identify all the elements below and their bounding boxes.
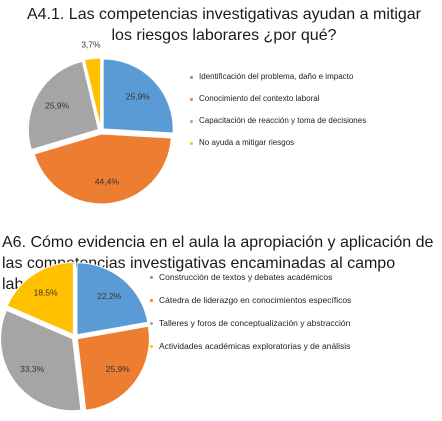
chart-1-pie: 25,9% 44,4% 25,9% 3,7% (27, 40, 174, 205)
chart-1-title: A4.1. Las competencias investigativas ay… (14, 4, 434, 46)
legend-label: Identificación del problema, daño e impa… (199, 72, 354, 81)
chart-2-legend: Construcción de textos y debates académi… (150, 272, 435, 364)
legend-label: Conocimiento del contexto laboral (199, 94, 320, 103)
legend-marker (150, 322, 153, 325)
chart-1-legend: Identificación del problema, daño e impa… (190, 72, 375, 160)
chart-1-legend-item: Conocimiento del contexto laboral (190, 94, 375, 104)
legend-marker (190, 142, 193, 145)
chart-2-legend-item: Construcción de textos y debates académi… (150, 272, 435, 282)
legend-marker (190, 120, 193, 123)
chart-1-legend-item: Identificación del problema, daño e impa… (190, 72, 375, 82)
pie-slice (0, 309, 82, 412)
pie-slice-label: 3,7% (81, 40, 101, 50)
chart-2-legend-item: Actividades académicas exploratorias y d… (150, 341, 435, 351)
legend-marker (150, 345, 153, 348)
pie-slice (6, 261, 74, 336)
chart-1-title-line-2: los riesgos laborares ¿por qué? (111, 27, 337, 44)
legend-marker (190, 98, 193, 101)
pie-slice-label: 25,9% (106, 364, 131, 374)
legend-label: Talleres y foros de conceptualización y … (159, 318, 351, 328)
pie-slice-label: 18,5% (34, 287, 59, 297)
pie-slice (102, 58, 174, 134)
pie-slice (76, 325, 150, 411)
legend-label: Construcción de textos y debates académi… (159, 272, 333, 282)
pie-slice-label: 25,9% (126, 91, 151, 101)
legend-label: Capacitación de reacción y toma de decis… (199, 116, 367, 125)
legend-label: Actividades académicas exploratorias y d… (159, 341, 351, 351)
pie-slice-label: 33,3% (20, 364, 45, 374)
chart-2-legend-item: Cátedra de liderazgo en conocimientos es… (150, 295, 435, 305)
pie-slice (76, 262, 149, 336)
legend-label: No ayuda a mitigar riesgos (199, 138, 295, 147)
chart-1-legend-item: Capacitación de reacción y toma de decis… (190, 116, 375, 126)
chart-1-legend-item: No ayuda a mitigar riesgos (190, 138, 375, 148)
legend-marker (150, 299, 153, 302)
pie-slice-label: 25,9% (45, 101, 70, 111)
legend-label: Cátedra de liderazgo en conocimientos es… (159, 295, 352, 305)
pie-slice (83, 57, 102, 129)
pie-slice-label: 44,4% (95, 176, 120, 186)
legend-marker (150, 276, 153, 279)
chart-2-title-line-1: A6. Cómo evidencia en el aula la apropia… (2, 234, 434, 251)
pie-slice (33, 133, 172, 205)
chart-2-pie: 22,2% 25,9% 33,3% 18,5% (0, 261, 150, 412)
chart-2-legend-item: Talleres y foros de conceptualización y … (150, 318, 435, 328)
pie-slice-label: 22,2% (97, 291, 122, 301)
pie-slice (27, 60, 99, 151)
legend-marker (190, 76, 193, 79)
chart-1-title-line-1: A4.1. Las competencias investigativas ay… (27, 6, 421, 23)
